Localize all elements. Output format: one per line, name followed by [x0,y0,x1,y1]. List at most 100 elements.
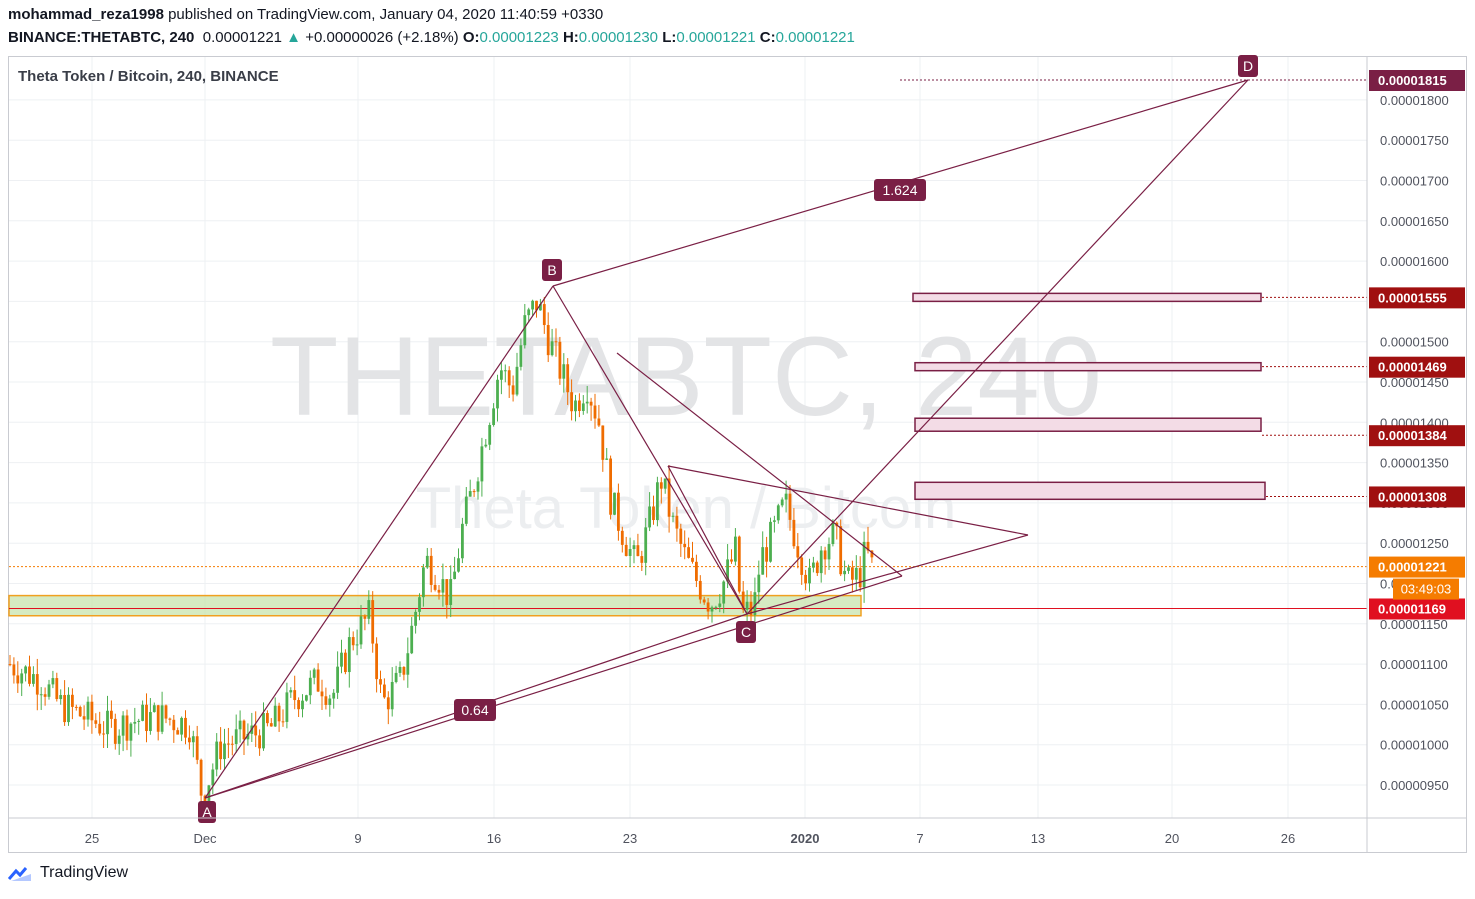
close-label: C: [759,29,776,46]
candle-body [110,710,113,719]
candle-body [605,458,609,460]
candle-body [164,705,168,719]
candle-body [589,401,593,406]
candle-body [168,718,172,720]
candle-body [305,695,308,701]
point-d-label-bg [1238,55,1258,77]
candle-body [355,644,359,646]
candle-body [195,736,199,760]
candle-body [574,400,577,412]
candle-body [28,666,31,684]
time-axis[interactable]: 25 Dec 9 16 23 2020 7 13 20 26 [9,817,1466,846]
candle-body [585,401,589,404]
wedge-upper-line [667,465,1029,536]
price-tick-label: 0.00001100 [1380,657,1448,672]
candle-body [679,528,683,544]
wedge-left-line [667,465,748,615]
candle-body [718,603,722,607]
candle-body [98,723,102,734]
candle-body [819,550,823,574]
wedge-lower-line [746,534,1029,615]
price-level-tag [1369,425,1465,447]
candle-body [269,723,273,727]
price-tick-label: 0.00001700 [1380,174,1449,189]
candle-body [133,721,137,724]
price-level-tag-text: 0.00001169 [1378,601,1446,616]
candle-body [539,304,542,311]
candle-body [839,526,843,575]
candle-body [125,715,129,741]
candle-body [82,716,86,720]
tradingview-logo-icon [8,867,31,881]
time-tick-label: 23 [623,831,637,846]
candle-body [211,769,215,786]
candle-body [496,379,499,409]
candle-body [500,370,503,380]
candle-body [51,678,55,685]
candle-body [273,705,277,727]
ratio-bd-label-bg [874,179,926,201]
candle-body [390,681,394,710]
candle-body [39,694,43,696]
price-tick-label: 0.00001350 [1380,456,1449,471]
candle-body [476,481,480,492]
price-axis[interactable]: 0.00000950 0.00001000 0.00001050 0.00001100… [1366,57,1465,852]
candle-body [207,785,211,805]
price-level-tag [1369,556,1465,578]
low-label: L: [662,29,677,46]
candle-body [394,672,398,682]
author-name[interactable]: mohammad_reza1998 [8,6,164,23]
candle-body [515,366,519,395]
candle-body [414,611,417,626]
price-tick-label: 0.00001650 [1380,214,1449,229]
candle-body [784,493,788,500]
time-tick-label: Dec [193,831,217,846]
candle-body [281,721,285,723]
candle-body [695,561,698,581]
candle-body [702,599,706,603]
candle-body [203,795,207,805]
candle-body [285,692,289,722]
candle-body [215,741,219,770]
candle-body [761,547,765,575]
point-c-label: C [741,624,751,640]
candle-body [262,713,265,749]
candle-body [570,392,573,412]
time-tick-label: 9 [354,831,361,846]
candle-body [628,549,632,556]
candle-body [542,304,546,326]
candle-body [457,558,460,572]
tradingview-footer[interactable]: TradingView [8,864,128,882]
candle-body [184,717,187,738]
candle-body [671,515,675,517]
candle-body [344,652,347,673]
grid-lines [9,57,1367,818]
candle-body [726,559,729,582]
candle-body [773,520,776,522]
price-level-tag-text: 0.00001308 [1378,489,1447,504]
candle-body [340,652,343,667]
price-tick-label: 0.00001450 [1380,375,1449,390]
candle-body [59,695,63,700]
candle-body [714,606,718,608]
candle-body [597,418,601,426]
candle-body [437,589,441,593]
candle-body [535,300,538,311]
price-level-tag [1369,598,1465,620]
candle-body [289,690,293,693]
candle-body [617,492,620,531]
zones [8,79,1367,617]
watermark-subtitle: Theta Token / Bitcoin [416,476,957,541]
candle-body [106,710,109,735]
candle-body [332,692,336,699]
price-change: +0.00000026 (+2.18%) [305,29,459,46]
published-text: published on TradingView.com, January 04… [168,6,604,23]
candle-body [866,541,870,551]
candle-body [652,506,655,521]
candle-body [780,499,784,506]
candle-body [734,536,737,562]
price-tick-label: 0.00001150 [1380,617,1448,632]
candle-body [429,555,433,585]
price-level-tag-text: 0.00001815 [1378,73,1447,88]
